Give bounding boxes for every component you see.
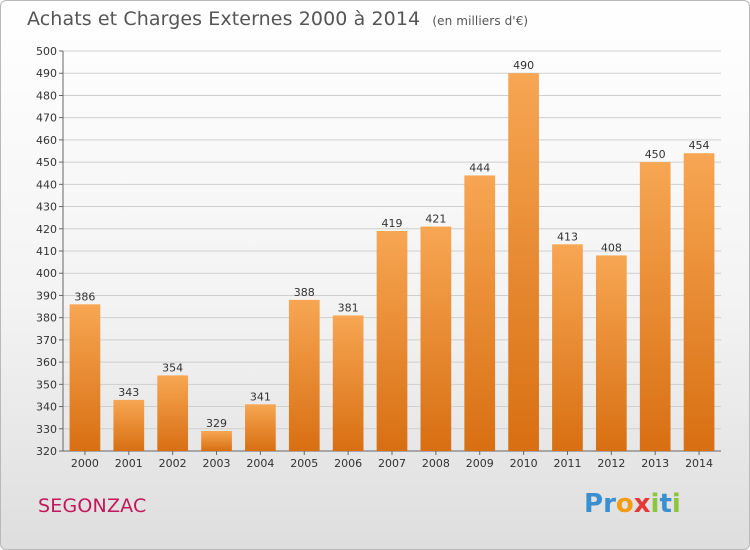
y-tick-label: 380	[36, 312, 57, 325]
x-tick-label: 2014	[685, 457, 713, 470]
logo-letter: o	[615, 489, 634, 519]
y-tick-label: 320	[36, 445, 57, 458]
y-tick-labels: 320 330 340 350 360 370 380 390 400 410 420 430 440 4…	[36, 45, 57, 458]
data-label: 343	[118, 386, 139, 399]
bars	[69, 73, 715, 451]
data-label: 408	[601, 241, 622, 254]
bar	[464, 175, 496, 451]
x-tick-label: 2002	[159, 457, 187, 470]
bar	[157, 375, 189, 451]
data-labels: 386 343 354 329 341 388 381 419 421 444 490 413 408 4…	[74, 59, 709, 430]
logo-letter: P	[584, 489, 604, 519]
x-tick-labels: 2000 2001 2002 2003 2004 2005 2006 2007 2008 2009…	[71, 457, 713, 470]
x-tick-label: 2005	[290, 457, 318, 470]
y-tick-label: 430	[36, 201, 57, 214]
y-tick-label: 440	[36, 178, 57, 191]
data-label: 329	[206, 417, 227, 430]
chart-subtitle: (en milliers d'€)	[432, 14, 529, 28]
y-tick-label: 370	[36, 334, 57, 347]
data-label: 381	[338, 301, 359, 314]
data-label: 444	[469, 161, 490, 174]
bar	[420, 226, 452, 451]
x-tick-label: 2007	[378, 457, 406, 470]
y-tick-label: 410	[36, 245, 57, 258]
bar	[245, 404, 276, 451]
bar	[201, 431, 232, 451]
bar	[113, 399, 145, 451]
y-tick-label: 330	[36, 423, 57, 436]
bar	[376, 231, 408, 451]
x-tick-label: 2011	[553, 457, 581, 470]
bar	[332, 315, 364, 451]
y-tick-label: 340	[36, 401, 57, 414]
bar	[69, 304, 101, 451]
x-tick-label: 2006	[334, 457, 362, 470]
data-label: 413	[557, 230, 578, 243]
logo-letter: i	[650, 489, 660, 519]
data-label: 419	[382, 217, 403, 230]
data-label: 421	[425, 213, 446, 226]
y-tick-label: 390	[36, 289, 57, 302]
data-label: 490	[513, 59, 534, 72]
x-tick-label: 2008	[422, 457, 450, 470]
y-tick-label: 400	[36, 267, 57, 280]
y-tick-label: 500	[36, 45, 57, 58]
data-label: 454	[689, 139, 710, 152]
chart-title: Achats et Charges Externes 2000 à 2014 (…	[27, 8, 528, 30]
x-tick-label: 2009	[466, 457, 494, 470]
y-tick-label: 360	[36, 356, 57, 369]
data-label: 386	[74, 290, 95, 303]
bar	[288, 299, 320, 451]
y-tick-label: 420	[36, 223, 57, 236]
x-tick-label: 2001	[115, 457, 143, 470]
bar	[508, 73, 539, 451]
y-tick-label: 490	[36, 67, 57, 80]
x-tick-label: 2004	[246, 457, 274, 470]
proxiti-logo: Proxiti	[584, 489, 681, 519]
x-tick-label: 2003	[203, 457, 231, 470]
bar	[683, 153, 715, 451]
x-tick-label: 2000	[71, 457, 99, 470]
x-tick-label: 2010	[510, 457, 538, 470]
y-tick-label: 470	[36, 112, 57, 125]
bar	[639, 162, 671, 451]
data-label: 450	[645, 148, 666, 161]
bar	[552, 244, 583, 451]
y-tick-label: 450	[36, 156, 57, 169]
logo-letter: t	[659, 489, 672, 519]
data-label: 341	[250, 390, 271, 403]
data-label: 388	[294, 286, 315, 299]
x-tick-label: 2012	[597, 457, 625, 470]
y-tick-label: 350	[36, 378, 57, 391]
logo-letter: x	[633, 489, 651, 519]
bar	[595, 255, 627, 451]
chart-title-text: Achats et Charges Externes 2000 à 2014	[27, 8, 421, 30]
data-label: 354	[162, 361, 183, 374]
logo-letter: r	[603, 489, 616, 519]
y-tick-label: 480	[36, 89, 57, 102]
x-tick-label: 2013	[641, 457, 669, 470]
logo-letter: i	[671, 489, 681, 519]
commune-name: SEGONZAC	[38, 495, 147, 517]
y-tick-label: 460	[36, 134, 57, 147]
